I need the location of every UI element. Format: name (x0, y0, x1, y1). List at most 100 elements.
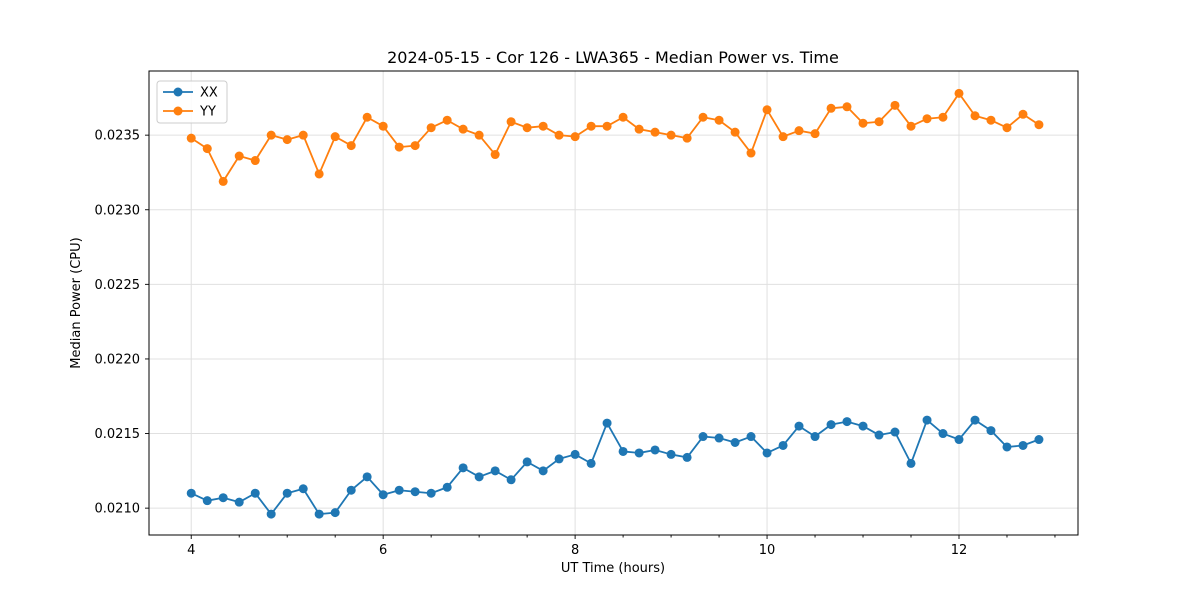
data-point (714, 115, 724, 125)
data-point (570, 449, 580, 459)
data-point (746, 432, 756, 442)
data-point (682, 133, 692, 143)
y-axis-label: Median Power (CPU) (69, 237, 84, 368)
data-point (618, 446, 628, 456)
data-point (986, 426, 996, 436)
data-point (602, 418, 612, 428)
y-tick-label: 0.0215 (95, 427, 141, 442)
chart-title: 2024-05-15 - Cor 126 - LWA365 - Median P… (387, 48, 839, 67)
data-point (698, 112, 708, 122)
data-point (906, 458, 916, 468)
series-markers-xx (186, 415, 1044, 519)
data-point (666, 449, 676, 459)
legend-marker-yy (173, 106, 183, 116)
y-tick-label: 0.0235 (95, 129, 141, 144)
data-point (794, 421, 804, 431)
x-tick-label: 6 (379, 543, 387, 558)
data-point (490, 466, 500, 476)
data-series (186, 88, 1044, 519)
x-tick-labels: 4 6 8 10 12 (187, 543, 967, 558)
plot-border (148, 70, 1079, 536)
data-point (346, 485, 356, 495)
data-point (410, 141, 420, 151)
data-point (1034, 120, 1044, 130)
data-point (874, 430, 884, 440)
data-point (250, 156, 260, 166)
data-point (474, 472, 484, 482)
data-point (602, 121, 612, 131)
data-point (778, 440, 788, 450)
data-point (826, 103, 836, 113)
legend-label-yy: YY (199, 105, 216, 120)
data-point (442, 482, 452, 492)
data-point (538, 121, 548, 131)
y-tick-labels: 0.0210 0.0215 0.0220 0.0225 0.0230 0.0235 (95, 129, 141, 517)
data-point (330, 132, 340, 142)
data-point (282, 488, 292, 498)
data-point (634, 124, 644, 134)
x-tick-label: 12 (951, 543, 968, 558)
y-tick-label: 0.0225 (95, 278, 141, 293)
data-point (666, 130, 676, 140)
data-point (938, 429, 948, 439)
data-point (394, 142, 404, 152)
data-point (186, 133, 196, 143)
data-point (490, 150, 500, 160)
data-point (826, 420, 836, 430)
x-tick-label: 4 (187, 543, 195, 558)
data-point (986, 115, 996, 125)
data-point (458, 124, 468, 134)
legend-marker-xx (173, 87, 183, 97)
data-point (362, 112, 372, 122)
data-point (730, 437, 740, 447)
data-point (970, 111, 980, 121)
data-point (922, 114, 932, 124)
data-point (650, 445, 660, 455)
data-point (1002, 123, 1012, 133)
data-point (218, 493, 228, 503)
data-point (426, 488, 436, 498)
data-point (938, 112, 948, 122)
data-point (858, 421, 868, 431)
data-point (234, 151, 244, 161)
data-point (842, 417, 852, 427)
data-point (682, 452, 692, 462)
data-point (458, 463, 468, 473)
data-point (250, 488, 260, 498)
gridlines (149, 71, 1078, 535)
data-point (778, 132, 788, 142)
data-point (282, 135, 292, 145)
x-tick-label: 10 (759, 543, 776, 558)
data-point (522, 123, 532, 133)
data-point (266, 509, 276, 519)
data-point (810, 129, 820, 139)
data-point (586, 458, 596, 468)
data-point (202, 144, 212, 154)
data-point (954, 88, 964, 98)
data-point (794, 126, 804, 136)
data-point (554, 130, 564, 140)
data-point (922, 415, 932, 425)
data-point (410, 487, 420, 497)
data-point (474, 130, 484, 140)
data-point (218, 176, 228, 186)
data-point (810, 432, 820, 442)
data-point (330, 508, 340, 518)
axis-ticks (145, 134, 1056, 539)
data-point (362, 472, 372, 482)
data-point (634, 448, 644, 458)
data-point (506, 475, 516, 485)
data-point (266, 130, 276, 140)
data-point (426, 123, 436, 133)
data-point (1018, 109, 1028, 119)
data-point (698, 432, 708, 442)
data-point (730, 127, 740, 137)
data-point (298, 484, 308, 494)
data-point (1034, 435, 1044, 445)
x-tick-label: 8 (571, 543, 579, 558)
data-point (874, 117, 884, 127)
data-point (906, 121, 916, 131)
x-axis-label: UT Time (hours) (561, 561, 665, 576)
